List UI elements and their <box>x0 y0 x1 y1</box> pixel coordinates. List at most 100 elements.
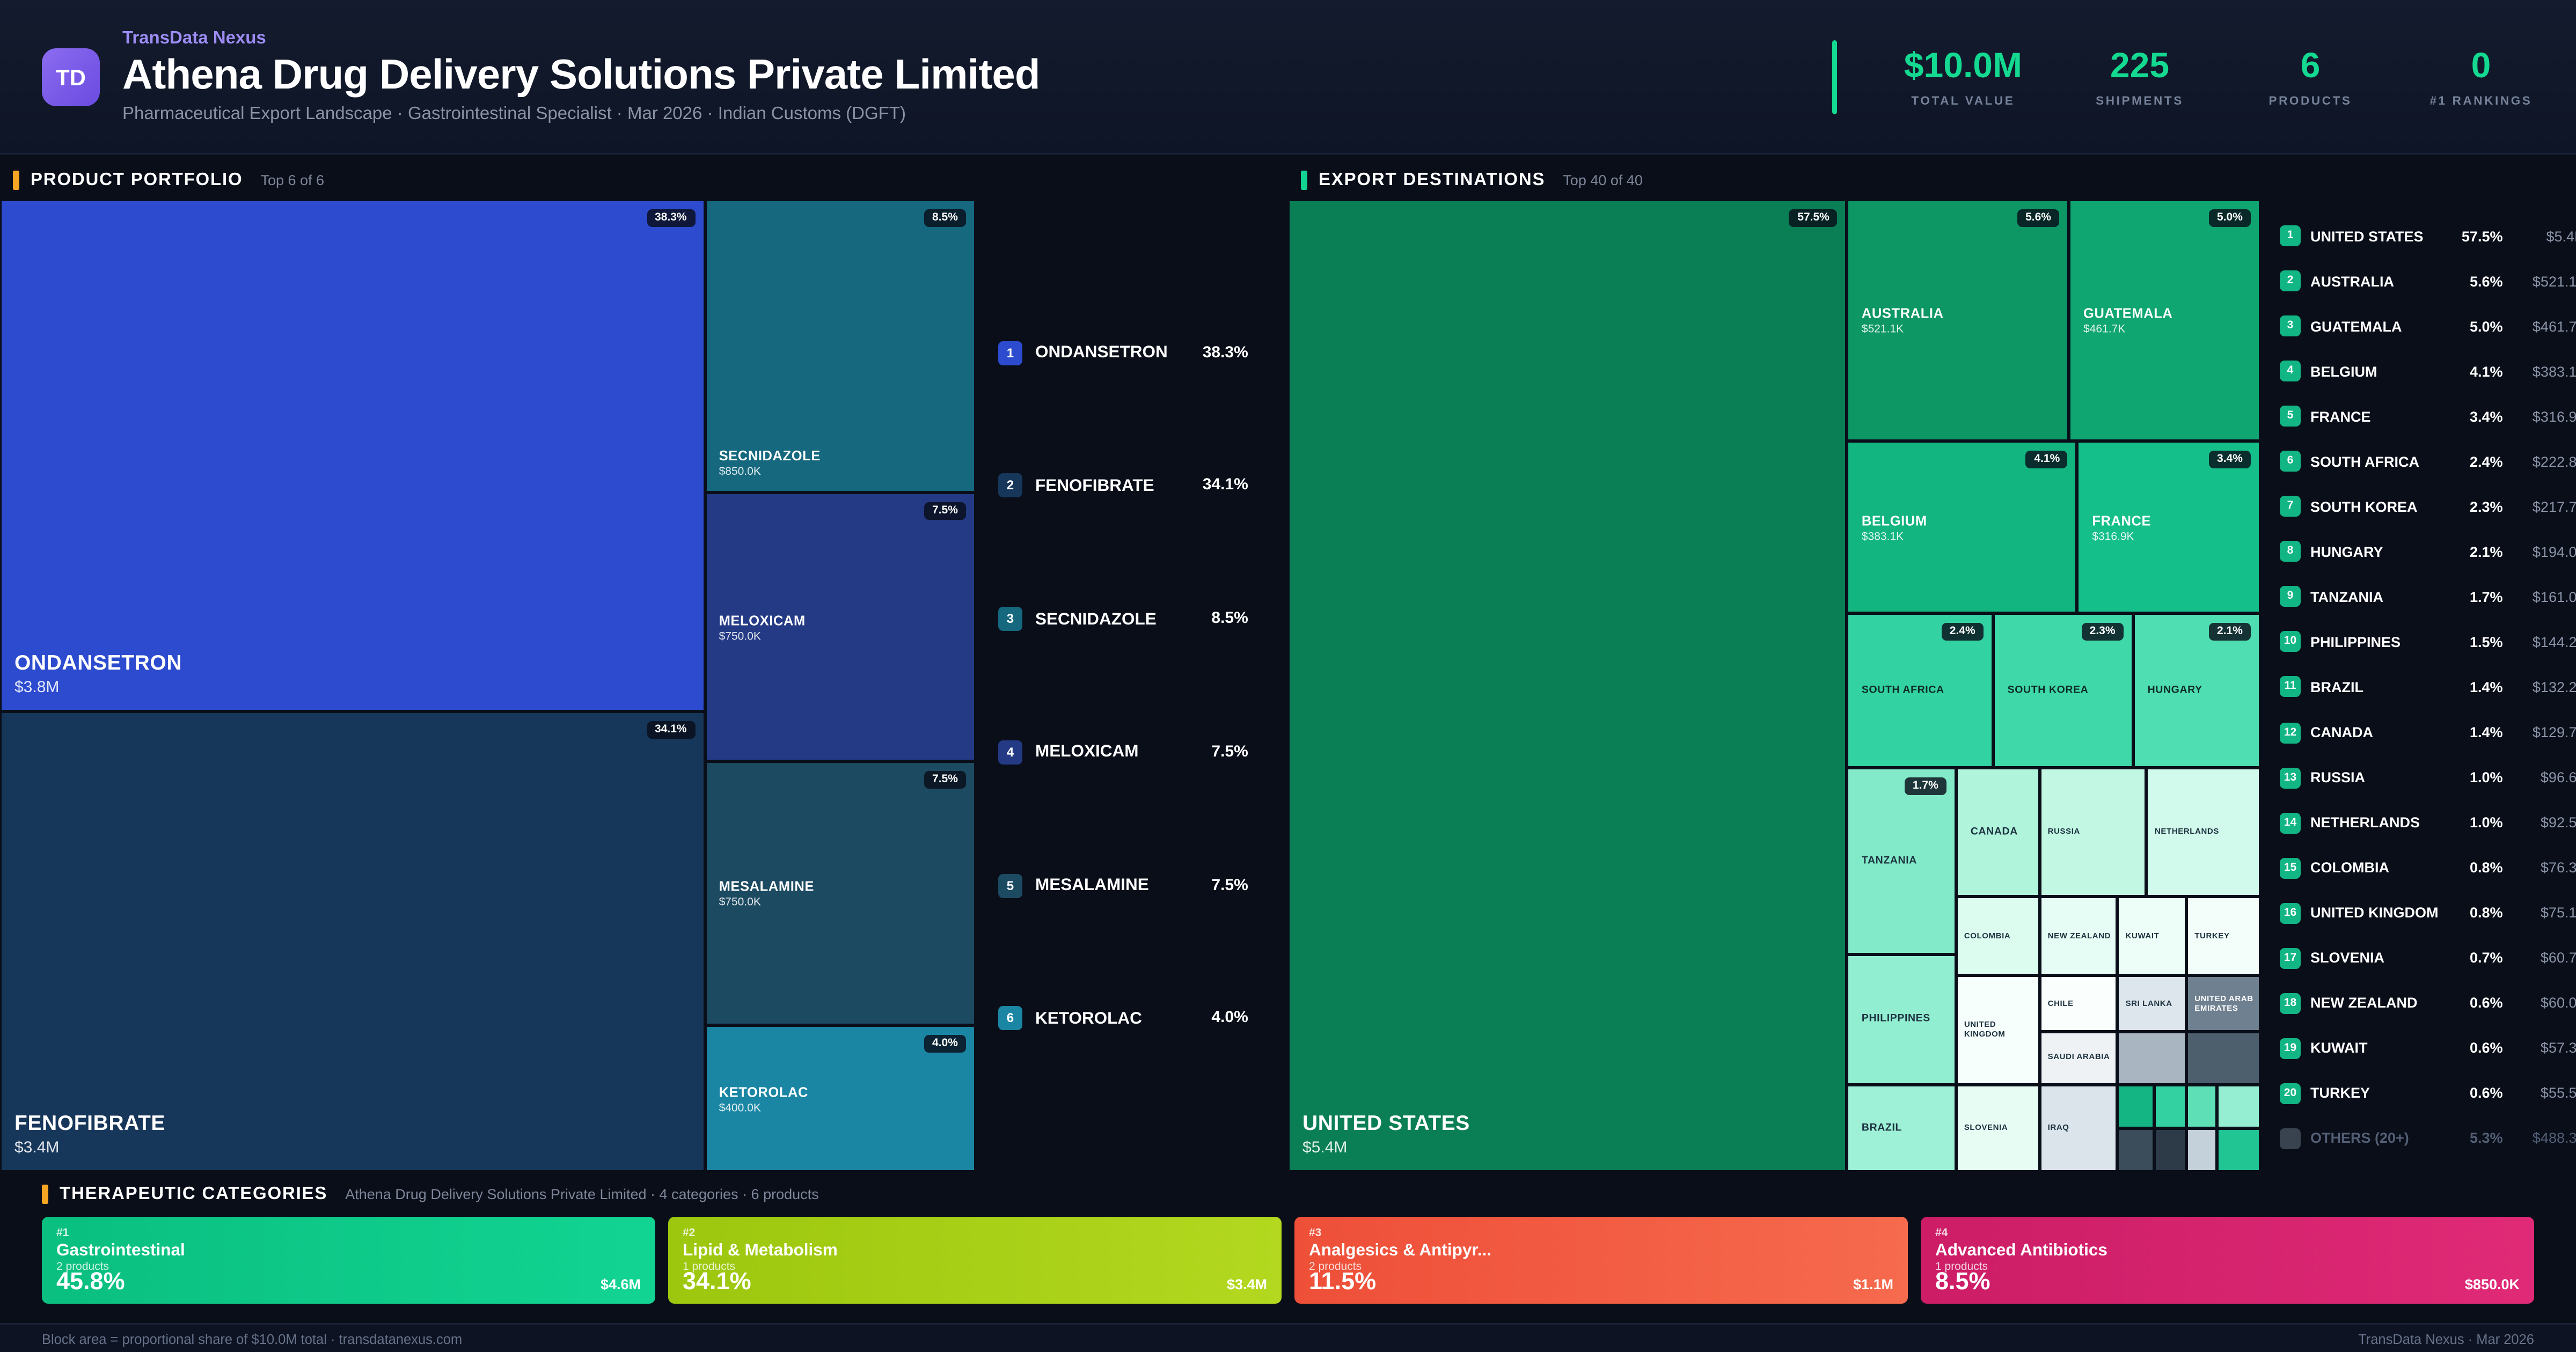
destination-treemap-block[interactable] <box>2117 1128 2154 1172</box>
destination-treemap-block[interactable]: IRAQ <box>2039 1084 2118 1172</box>
legend-percent: 1.4% <box>2469 679 2503 695</box>
destination-treemap-block[interactable]: 3.4% FRANCE $316.9K <box>2077 442 2260 613</box>
destination-legend-row[interactable]: 1 UNITED STATES 57.5% $5.4M <box>2280 225 2576 246</box>
destination-legend: 1 UNITED STATES 57.5% $5.4M 2 AUSTRALIA … <box>2260 200 2576 1172</box>
destination-treemap-block[interactable] <box>2186 1084 2217 1128</box>
destination-legend-row[interactable]: 5 FRANCE 3.4% $316.9K <box>2280 406 2576 427</box>
destination-legend-row[interactable]: 7 SOUTH KOREA 2.3% $217.7K <box>2280 496 2576 517</box>
destination-legend-row[interactable]: 2 AUSTRALIA 5.6% $521.1K <box>2280 270 2576 292</box>
destination-legend-row[interactable]: 10 PHILIPPINES 1.5% $144.2K <box>2280 631 2576 653</box>
destination-treemap-block[interactable]: COLOMBIA <box>1956 897 2040 975</box>
destination-legend-row[interactable]: 15 COLOMBIA 0.8% $76.3K <box>2280 857 2576 878</box>
destination-treemap-block[interactable] <box>2153 1128 2187 1172</box>
destination-treemap-block[interactable] <box>2117 1032 2187 1084</box>
legend-name: UNITED STATES <box>2310 227 2424 244</box>
destination-treemap-block[interactable]: 1.7% TANZANIA <box>1847 768 1956 954</box>
product-treemap-block[interactable]: 8.5% SECNIDAZOLE $850.0K <box>704 200 976 494</box>
destination-legend-row[interactable]: 9 TANZANIA 1.7% $161.0K <box>2280 586 2576 608</box>
rank-badge: 1 <box>998 341 1022 365</box>
destination-legend-row[interactable]: 16 UNITED KINGDOM 0.8% $75.1K <box>2280 902 2576 924</box>
destination-treemap-block[interactable]: 4.1% BELGIUM $383.1K <box>1847 442 2078 613</box>
product-treemap-block[interactable]: 7.5% MESALAMINE $750.0K <box>704 761 976 1026</box>
destination-treemap-block[interactable]: 2.3% SOUTH KOREA <box>1993 613 2133 768</box>
rank-badge: 20 <box>2280 1083 2301 1104</box>
destination-treemap-block[interactable]: SAUDI ARABIA <box>2039 1032 2118 1084</box>
destination-legend-row[interactable]: 20 TURKEY 0.6% $55.5K <box>2280 1083 2576 1104</box>
destination-treemap-block[interactable] <box>2216 1084 2260 1128</box>
destination-treemap-block[interactable]: NEW ZEALAND <box>2039 897 2118 975</box>
destination-legend-row[interactable]: 18 NEW ZEALAND 0.6% $60.0K <box>2280 993 2576 1014</box>
category-card[interactable]: #4 Advanced Antibiotics 1 products 8.5% … <box>1921 1217 2534 1304</box>
destination-treemap-block[interactable]: BRAZIL <box>1847 1084 1956 1172</box>
block-label: UNITED STATES $5.4M <box>1302 1111 1841 1157</box>
block-name: MELOXICAM <box>719 612 806 628</box>
legend-percent: 2.4% <box>2469 453 2503 470</box>
destination-treemap-block[interactable]: CHILE <box>2039 975 2118 1032</box>
category-rank: #2 <box>683 1228 696 1239</box>
rank-badge: 18 <box>2280 993 2301 1014</box>
product-treemap-block[interactable]: 34.1% FENOFIBRATE $3.4M <box>0 711 705 1172</box>
legend-percent: 8.5% <box>1211 610 1248 628</box>
block-value: $400.0K <box>719 1103 761 1114</box>
destination-treemap-block[interactable]: 2.4% SOUTH AFRICA <box>1847 613 1993 768</box>
destination-treemap-block[interactable] <box>2186 1032 2260 1084</box>
block-label: TANZANIA <box>1862 856 1950 867</box>
stat-label: TOTAL VALUE <box>1911 93 2015 108</box>
destination-legend-row[interactable]: 4 BELGIUM 4.1% $383.1K <box>2280 361 2576 382</box>
product-treemap-block[interactable]: 38.3% ONDANSETRON $3.8M <box>0 200 705 711</box>
destination-treemap-block[interactable]: 5.0% GUATEMALA $461.7K <box>2069 200 2260 442</box>
legend-name: RUSSIA <box>2310 769 2366 786</box>
block-percent-badge: 8.5% <box>924 209 966 227</box>
destination-legend-row[interactable]: 6 SOUTH AFRICA 2.4% $222.8K <box>2280 451 2576 472</box>
block-label: CHILE <box>2048 999 2111 1009</box>
destination-legend-row[interactable]: 17 SLOVENIA 0.7% $60.7K <box>2280 947 2576 969</box>
legend-percent: 57.5% <box>2461 227 2503 244</box>
category-rank: #3 <box>1309 1228 1322 1239</box>
block-percent-badge: 57.5% <box>1789 209 1838 227</box>
destination-treemap-block[interactable] <box>2153 1084 2187 1128</box>
destination-treemap-block[interactable]: TURKEY <box>2186 897 2260 975</box>
destination-treemap-block[interactable]: CANADA <box>1956 768 2040 897</box>
destination-legend-row[interactable]: 14 NETHERLANDS 1.0% $92.5K <box>2280 812 2576 833</box>
header-stat: $10.0M TOTAL VALUE <box>1904 45 2022 108</box>
destination-treemap-block[interactable]: PHILIPPINES <box>1847 954 1956 1084</box>
accent-bar <box>1301 171 1307 190</box>
block-name: SOUTH KOREA <box>2007 685 2089 696</box>
destination-treemap-block[interactable] <box>2117 1084 2154 1128</box>
destination-treemap-block[interactable]: KUWAIT <box>2117 897 2187 975</box>
destination-treemap-block[interactable]: UNITED ARAB EMIRATES <box>2186 975 2260 1032</box>
destination-legend-row[interactable]: 3 GUATEMALA 5.0% $461.7K <box>2280 315 2576 337</box>
destination-legend-row[interactable]: 13 RUSSIA 1.0% $96.6K <box>2280 767 2576 788</box>
destination-legend-row[interactable]: 19 KUWAIT 0.6% $57.3K <box>2280 1038 2576 1059</box>
destination-legend-row[interactable]: 8 HUNGARY 2.1% $194.0K <box>2280 541 2576 562</box>
product-treemap-block[interactable]: 4.0% KETOROLAC $400.0K <box>704 1026 976 1172</box>
destination-treemap-block[interactable]: RUSSIA <box>2039 768 2147 897</box>
destination-treemap-block[interactable]: 5.6% AUSTRALIA $521.1K <box>1847 200 2069 442</box>
category-value: $850.0K <box>2464 1276 2520 1292</box>
category-cards: #1 Gastrointestinal 2 products 45.8% $4.… <box>42 1217 2534 1304</box>
destination-legend-row[interactable]: 12 CANADA 1.4% $129.7K <box>2280 722 2576 743</box>
product-treemap-block[interactable]: 7.5% MELOXICAM $750.0K <box>704 493 976 762</box>
category-card[interactable]: #1 Gastrointestinal 2 products 45.8% $4.… <box>42 1217 655 1304</box>
block-label: BRAZIL <box>1862 1122 1950 1134</box>
destination-legend-row[interactable]: OTHERS (20+) 5.3% $488.3K <box>2280 1128 2576 1149</box>
destination-treemap-block[interactable] <box>2186 1128 2217 1172</box>
legend-value: $60.0K <box>2540 995 2576 1011</box>
destination-treemap-block[interactable] <box>2216 1128 2260 1172</box>
category-card[interactable]: #3 Analgesics & Antipyr... 2 products 11… <box>1294 1217 1908 1304</box>
category-products-count: 2 products <box>1309 1262 1362 1273</box>
legend-percent: 0.6% <box>2469 1040 2503 1057</box>
legend-percent: 0.7% <box>2469 950 2503 966</box>
destination-treemap-block[interactable]: 2.1% HUNGARY <box>2133 613 2260 768</box>
destination-treemap-block[interactable]: SRI LANKA <box>2117 975 2187 1032</box>
block-name: MESALAMINE <box>719 878 815 895</box>
destination-treemap-block[interactable]: NETHERLANDS <box>2146 768 2260 897</box>
destination-treemap-block[interactable]: UNITED KINGDOM <box>1956 975 2040 1084</box>
category-card[interactable]: #2 Lipid & Metabolism 1 products 34.1% $… <box>668 1217 1282 1304</box>
destination-treemap-block[interactable]: SLOVENIA <box>1956 1084 2040 1172</box>
block-value: $850.0K <box>719 467 761 479</box>
rank-badge: 11 <box>2280 677 2301 698</box>
destination-treemap-block[interactable]: 57.5% UNITED STATES $5.4M <box>1288 200 1847 1172</box>
destination-legend-row[interactable]: 11 BRAZIL 1.4% $132.2K <box>2280 677 2576 698</box>
legend-value: $132.2K <box>2532 679 2576 695</box>
